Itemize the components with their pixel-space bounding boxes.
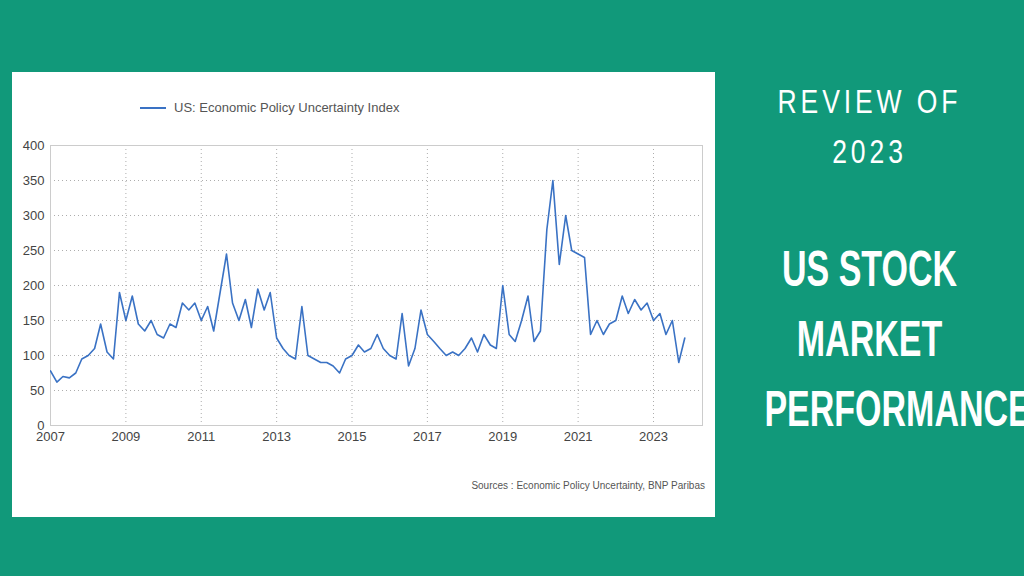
svg-text:200: 200 [23,278,45,293]
html-text:MARKET: MARKET [796,311,943,367]
html-text:REVIEW OF: REVIEW OF [777,82,962,120]
svg-text:2021: 2021 [564,429,593,444]
svg-text:2009: 2009 [111,429,140,444]
svg-text:250: 250 [23,243,45,258]
svg-text:2015: 2015 [338,429,367,444]
svg-text:2013: 2013 [262,429,291,444]
html-text:Sources : Economic Policy Unce: Sources : Economic Policy Uncertainty, B… [471,480,705,491]
svg-text:2011: 2011 [187,429,215,444]
html-text:US: Economic Policy Uncertaint: US: Economic Policy Uncertainty Index [174,100,400,115]
svg-text:0: 0 [37,418,44,433]
svg-text:2019: 2019 [488,429,517,444]
svg-text:2023: 2023 [639,429,668,444]
svg-text:300: 300 [23,208,45,223]
svg-text:100: 100 [23,348,45,363]
svg-text:400: 400 [23,138,45,153]
svg-text:2017: 2017 [413,429,442,444]
html-text:2023: 2023 [832,132,907,170]
svg-text:150: 150 [23,313,45,328]
html-text:US STOCK: US STOCK [782,241,957,297]
svg-text:2007: 2007 [36,428,65,444]
svg-text:350: 350 [23,173,45,188]
svg-text:50: 50 [30,383,44,398]
